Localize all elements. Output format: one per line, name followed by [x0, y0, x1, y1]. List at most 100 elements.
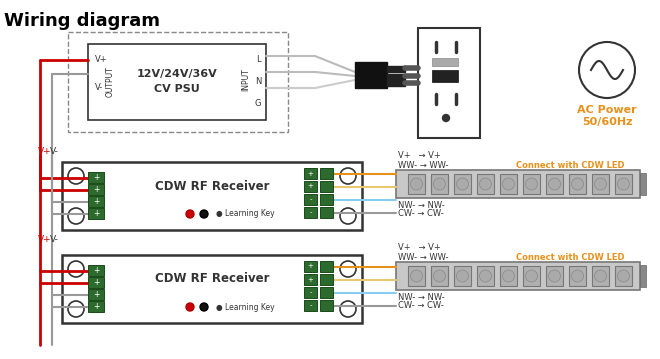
Bar [500, 174, 517, 194]
Bar [500, 266, 517, 286]
Bar [304, 274, 317, 285]
Text: 50/60Hz: 50/60Hz [581, 117, 632, 127]
Circle shape [579, 42, 635, 98]
Text: V-: V- [95, 84, 103, 93]
Text: +: + [93, 302, 99, 311]
Text: 12V/24V/36V: 12V/24V/36V [137, 69, 217, 79]
Circle shape [572, 270, 583, 282]
Bar [88, 208, 104, 219]
Bar [592, 266, 609, 286]
Bar [304, 168, 317, 179]
Bar [62, 255, 362, 323]
Text: NW- → NW-: NW- → NW- [398, 294, 445, 303]
Text: Connect with CDW LED: Connect with CDW LED [516, 252, 624, 261]
Bar [355, 62, 387, 88]
Bar [304, 300, 317, 311]
Bar [88, 277, 104, 288]
Text: Connect with CDW LED: Connect with CDW LED [516, 160, 624, 169]
Circle shape [340, 261, 356, 277]
Circle shape [525, 270, 537, 282]
Bar [320, 261, 333, 272]
Circle shape [340, 301, 356, 317]
Circle shape [502, 178, 515, 190]
Text: +: + [93, 173, 99, 182]
Bar [304, 261, 317, 272]
Bar [431, 174, 448, 194]
Text: V+: V+ [95, 56, 108, 65]
Text: -: - [310, 303, 312, 308]
Text: WW- → WW-: WW- → WW- [398, 252, 449, 261]
Bar [88, 196, 104, 207]
Bar [546, 266, 563, 286]
Text: +: + [308, 183, 313, 190]
Text: NW- → NW-: NW- → NW- [398, 201, 445, 210]
Text: N: N [255, 78, 261, 87]
Text: -: - [310, 210, 312, 215]
Bar [640, 265, 646, 287]
Bar [304, 181, 317, 192]
Bar [569, 174, 586, 194]
Circle shape [572, 178, 583, 190]
Text: ● Learning Key: ● Learning Key [216, 210, 275, 219]
Bar [88, 301, 104, 312]
Bar [320, 207, 333, 218]
Circle shape [340, 168, 356, 184]
Bar [320, 194, 333, 205]
Bar [523, 266, 540, 286]
Bar [396, 262, 640, 290]
Text: V+: V+ [38, 236, 51, 244]
Circle shape [457, 270, 469, 282]
Bar [68, 32, 288, 132]
Bar [320, 181, 333, 192]
Text: +: + [93, 185, 99, 194]
Circle shape [618, 178, 630, 190]
Bar [640, 173, 646, 195]
Bar [387, 80, 405, 86]
Bar [477, 266, 494, 286]
Circle shape [200, 303, 208, 311]
Text: AC Power: AC Power [578, 105, 637, 115]
Bar [418, 28, 480, 138]
Bar [88, 172, 104, 183]
Text: V-: V- [50, 148, 59, 157]
Circle shape [186, 303, 194, 311]
Text: CDW RF Receiver: CDW RF Receiver [154, 272, 269, 285]
Text: -: - [310, 289, 312, 295]
Text: L: L [255, 56, 260, 65]
Circle shape [442, 115, 449, 121]
Bar [431, 266, 448, 286]
Bar [320, 168, 333, 179]
Text: +: + [308, 171, 313, 177]
Bar [408, 266, 425, 286]
Bar [615, 266, 632, 286]
Text: +: + [93, 209, 99, 218]
Text: CW- → CW-: CW- → CW- [398, 302, 444, 311]
Text: +: + [93, 266, 99, 275]
Bar [454, 266, 471, 286]
Text: Wiring diagram: Wiring diagram [4, 12, 160, 30]
Text: CW- → CW-: CW- → CW- [398, 210, 444, 219]
Text: V+   → V+: V+ → V+ [398, 151, 441, 160]
Circle shape [502, 270, 515, 282]
Circle shape [68, 208, 84, 224]
Bar [615, 174, 632, 194]
Circle shape [68, 261, 84, 277]
Bar [387, 74, 405, 80]
Circle shape [480, 270, 492, 282]
Circle shape [411, 178, 422, 190]
Bar [387, 66, 405, 72]
Bar [88, 44, 266, 120]
Circle shape [434, 178, 446, 190]
Text: CDW RF Receiver: CDW RF Receiver [154, 180, 269, 192]
Bar [320, 274, 333, 285]
Circle shape [595, 270, 607, 282]
Text: INPUT: INPUT [242, 69, 251, 92]
Circle shape [68, 168, 84, 184]
Bar [454, 174, 471, 194]
Bar [432, 70, 458, 82]
Circle shape [186, 210, 194, 218]
Circle shape [548, 270, 560, 282]
Text: +: + [308, 264, 313, 270]
Text: -: - [310, 196, 312, 202]
Bar [304, 207, 317, 218]
